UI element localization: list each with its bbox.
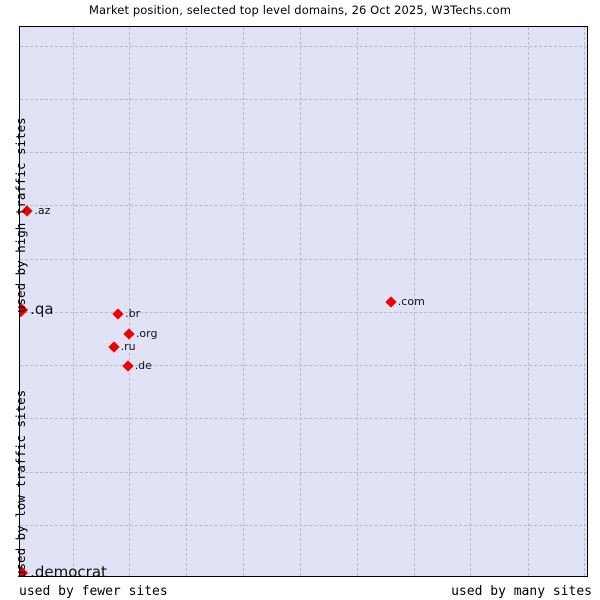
diamond-marker-icon (123, 328, 135, 340)
gridline-vertical (300, 27, 302, 576)
data-point-label: .com (397, 295, 425, 308)
y-axis-label-low: used by low traffic sites (13, 389, 28, 578)
gridline-horizontal (20, 152, 587, 154)
gridline-vertical (470, 27, 472, 576)
gridline-vertical (584, 27, 586, 576)
data-point-label: .de (134, 358, 152, 372)
diamond-marker-icon (112, 308, 124, 320)
data-point-label: .az (34, 203, 51, 217)
x-axis-label-left: used by fewer sites (19, 584, 168, 599)
gridline-vertical (356, 27, 358, 576)
diamond-marker-icon (107, 341, 120, 353)
gridline-vertical (242, 27, 244, 576)
gridline-horizontal (20, 365, 587, 367)
gridline-vertical (413, 27, 415, 576)
x-axis-label-right: used by many sites (451, 584, 592, 599)
gridline-horizontal (20, 418, 587, 420)
gridline-horizontal (20, 45, 587, 47)
plot-area: .az .qa .br .org .ru .de .com .democrat (19, 26, 588, 577)
y-axis-label-high: used by high traffic sites (13, 117, 28, 313)
data-point-label: .qa (30, 299, 54, 318)
data-point-label: .democrat (30, 562, 107, 577)
data-point-label: .br (125, 307, 141, 321)
gridline-vertical (72, 27, 74, 576)
chart-title: Market position, selected top level doma… (88, 3, 512, 17)
gridline-horizontal (20, 471, 587, 473)
gridline-horizontal (20, 258, 587, 260)
gridline-horizontal (20, 311, 587, 313)
gridline-vertical (186, 27, 188, 576)
gridline-horizontal (20, 98, 587, 100)
gridline-vertical (527, 27, 529, 576)
diamond-marker-icon (385, 296, 397, 308)
gridline-vertical (129, 27, 131, 576)
data-point-label: .org (135, 326, 158, 340)
data-point-label: .ru (120, 340, 136, 354)
diamond-marker-icon (122, 360, 134, 372)
gridline-horizontal (20, 524, 587, 526)
gridline-horizontal (20, 205, 587, 207)
